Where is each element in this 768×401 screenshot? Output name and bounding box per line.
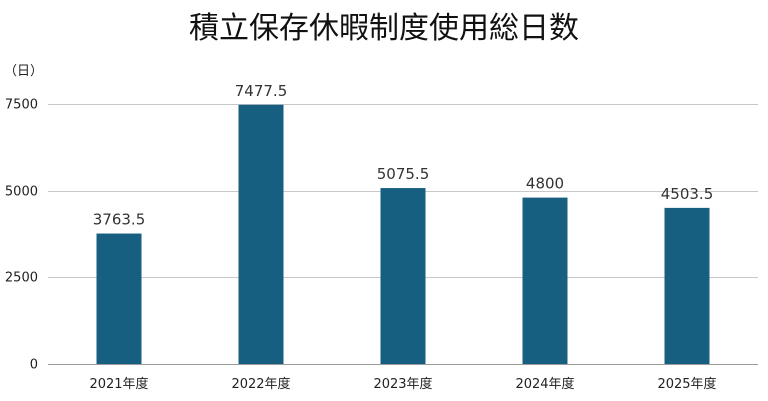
y-tick-label: 5000 [5, 185, 38, 200]
y-axis-unit-label: （日） [4, 64, 43, 79]
bar [522, 197, 568, 364]
bar [664, 207, 710, 364]
x-axis-ticks: 2021年度 2022年度 2023年度 2024年度 2025年度 [89, 376, 716, 392]
y-axis-ticks: 0 2500 5000 7500 [5, 98, 38, 373]
data-label: 4800 [526, 175, 564, 193]
x-tick-label: 2021年度 [89, 376, 148, 392]
bar [238, 104, 284, 364]
bars [96, 104, 710, 364]
bar [380, 188, 426, 364]
y-tick-label: 2500 [5, 271, 38, 286]
x-tick-label: 2025年度 [657, 376, 716, 392]
data-label: 7477.5 [235, 82, 288, 100]
data-labels: 3763.5 7477.5 5075.5 4800 4503.5 [93, 82, 714, 229]
y-tick-label: 0 [30, 358, 38, 373]
x-tick-label: 2024年度 [515, 376, 574, 392]
bar [96, 233, 142, 364]
x-tick-label: 2023年度 [373, 376, 432, 392]
data-label: 4503.5 [661, 185, 714, 203]
data-label: 3763.5 [93, 211, 146, 229]
chart-title: 積立保存休暇制度使用総日数 [189, 11, 579, 46]
data-label: 5075.5 [377, 165, 430, 183]
x-tick-label: 2022年度 [231, 376, 290, 392]
y-tick-label: 7500 [5, 98, 38, 113]
